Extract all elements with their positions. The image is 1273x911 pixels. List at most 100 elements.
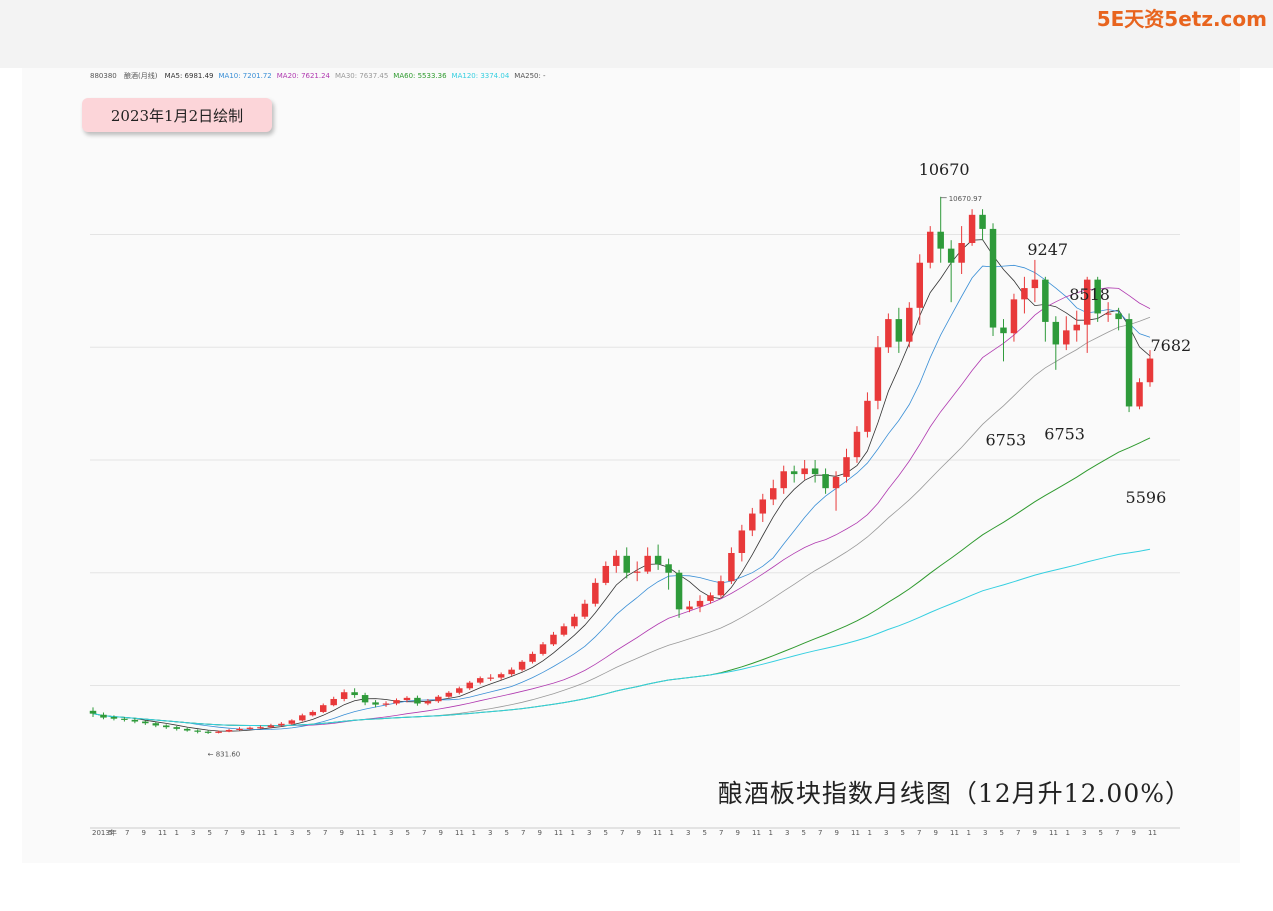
- x-tick-label: 5: [703, 829, 707, 837]
- ma60-line: [92, 437, 1151, 727]
- candle-body: [1146, 358, 1154, 383]
- candle-body: [215, 731, 222, 733]
- x-tick-label: 7: [917, 829, 921, 837]
- candle-body: [340, 692, 348, 699]
- candle-body: [1042, 279, 1049, 322]
- x-tick-label: 3: [1082, 829, 1086, 837]
- candle-body: [183, 728, 191, 731]
- x-tick-label: 1: [175, 829, 179, 837]
- x-tick-label: 5: [1000, 829, 1004, 837]
- candle-body: [947, 248, 955, 263]
- x-tick-label: 3: [686, 829, 690, 837]
- x-tick-label: 1: [967, 829, 971, 837]
- x-tick-label: 5: [406, 829, 410, 837]
- candle-body: [633, 571, 641, 573]
- x-tick-label: 9: [538, 829, 542, 837]
- x-tick-label: 11: [554, 829, 563, 837]
- candle-body: [1031, 279, 1039, 289]
- legend-items: MA5: 6981.49 MA10: 7201.72 MA20: 7621.24 MA…: [165, 72, 551, 80]
- candle-body: [236, 728, 243, 731]
- x-tick-label: 11: [158, 829, 167, 837]
- price-callout: 8518: [1069, 285, 1110, 304]
- candle-body: [707, 595, 714, 601]
- candle-body: [131, 719, 139, 722]
- candle-body: [466, 682, 473, 689]
- candle-body: [790, 471, 798, 475]
- candle-body: [728, 553, 735, 582]
- candle-body: [1136, 382, 1143, 407]
- x-tick-label: 1: [472, 829, 476, 837]
- x-tick-label: 3: [389, 829, 393, 837]
- candle-body: [1010, 299, 1018, 334]
- candle-body: [801, 468, 808, 475]
- candle-body: [142, 721, 149, 724]
- legend-item: MA10: 7201.72: [218, 72, 272, 80]
- candle-body: [89, 710, 97, 714]
- candle-body: [414, 697, 421, 704]
- candle-body: [121, 718, 128, 720]
- legend-item: MA30: 7637.45: [335, 72, 389, 80]
- price-callout: 7682: [1150, 336, 1191, 355]
- candle-body: [1000, 327, 1007, 334]
- x-tick-label: 7: [1016, 829, 1020, 837]
- ma-legend: 880380 酿酒(月线) MA5: 6981.49 MA10: 7201.72 M…: [90, 71, 556, 81]
- candle-body: [351, 692, 358, 696]
- x-tick-label: 11: [455, 829, 464, 837]
- candle-body: [382, 703, 390, 705]
- price-callout: 5596: [1126, 488, 1167, 507]
- ma120-line: [92, 548, 1151, 727]
- candle-body: [163, 725, 170, 728]
- candle-body: [194, 730, 201, 732]
- candle-body: [958, 243, 965, 263]
- candle-body: [225, 729, 233, 732]
- site-watermark: 5E天资5etz.com: [1096, 7, 1267, 31]
- x-tick-label: 9: [241, 829, 245, 837]
- candle-body: [173, 727, 180, 729]
- candle-body: [1021, 288, 1028, 300]
- candle-body: [288, 720, 296, 724]
- legend-item: MA60: 5533.36: [393, 72, 447, 80]
- candle-body: [393, 700, 400, 704]
- x-tick-label: 5: [208, 829, 212, 837]
- x-tick-label: 5: [1099, 829, 1103, 837]
- x-tick-label: 7: [719, 829, 723, 837]
- candle-body: [476, 678, 484, 683]
- x-tick-label: 5: [901, 829, 905, 837]
- x-tick-label: 11: [356, 829, 365, 837]
- ma20-line: [92, 287, 1151, 726]
- candle-body: [811, 468, 819, 475]
- candle-body: [424, 701, 432, 704]
- candle-body: [874, 347, 882, 401]
- candle-body: [518, 661, 526, 670]
- x-tick-label: 3: [587, 829, 591, 837]
- candle-body: [110, 717, 118, 719]
- x-tick-label: 9: [340, 829, 344, 837]
- x-tick-label: 7: [620, 829, 624, 837]
- candle-body: [1094, 279, 1101, 314]
- chart-title: 酿酒板块指数月线图（12月升12.00%）: [717, 779, 1191, 808]
- candle-body: [319, 705, 327, 712]
- candle-body: [738, 530, 746, 553]
- x-tick-label: 7: [323, 829, 327, 837]
- candle-body: [895, 319, 903, 342]
- candle-body: [330, 698, 337, 706]
- candle-body: [906, 307, 913, 342]
- candle-body: [989, 228, 997, 328]
- ma10-line: [92, 264, 1151, 731]
- candle-body: [843, 457, 850, 477]
- legend-item: MA120: 3374.04: [451, 72, 510, 80]
- x-tick-label: 11: [257, 829, 266, 837]
- candle-body: [926, 231, 934, 263]
- price-callout: 10670: [919, 160, 970, 179]
- candle-body: [675, 572, 683, 610]
- candle-body: [1073, 324, 1080, 331]
- candle-body: [696, 600, 704, 607]
- x-tick-label: 9: [835, 829, 839, 837]
- candle-body: [665, 564, 672, 573]
- x-tick-label: 7: [521, 829, 525, 837]
- legend-code: 880380: [90, 72, 117, 80]
- x-tick-label: 2013年: [92, 828, 117, 837]
- x-tick-label: 11: [950, 829, 959, 837]
- candle-body: [1052, 321, 1060, 345]
